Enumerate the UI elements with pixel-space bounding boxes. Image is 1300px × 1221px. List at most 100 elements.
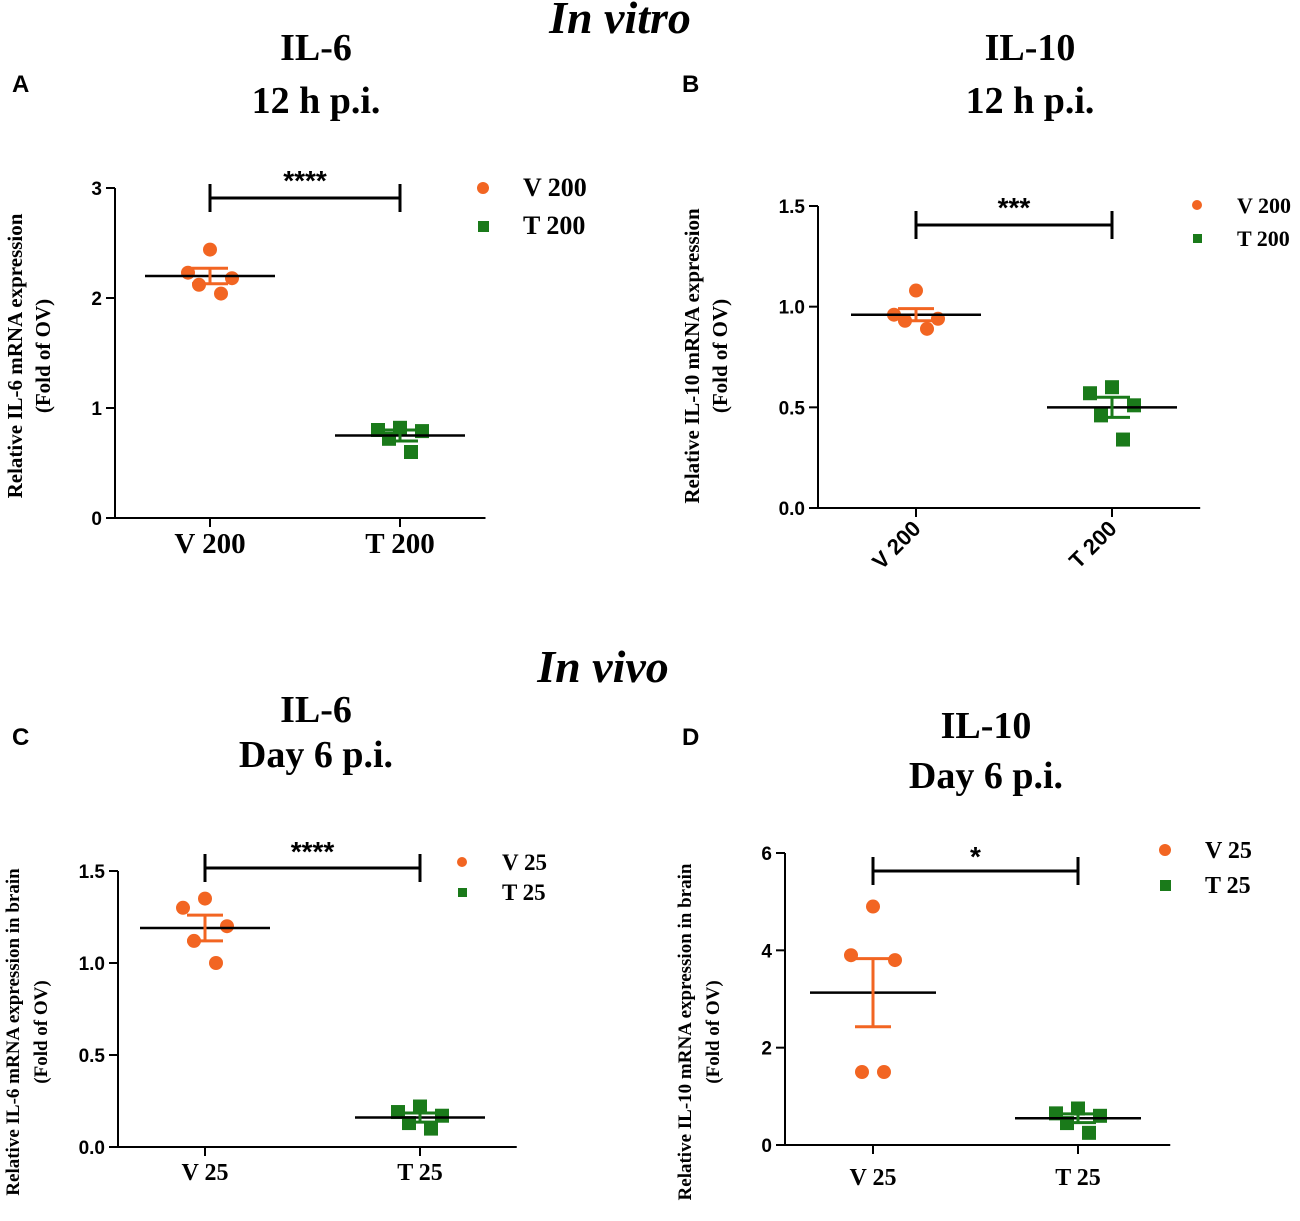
panel-title-line2: Day 6 p.i. — [909, 755, 1063, 797]
x-tick-label: T 25 — [1055, 1165, 1101, 1191]
panel-title-line1: IL-6 — [280, 689, 352, 731]
panel-d: D IL-10 Day 6 p.i. Relative IL-10 mRNA expr… — [675, 705, 1252, 1200]
panel-title-line1: IL-10 — [941, 705, 1032, 747]
x-tick-label: V 200 — [867, 516, 925, 574]
y-tick-label: 0.0 — [79, 1138, 105, 1159]
data-point — [888, 953, 902, 968]
legend-label: V 200 — [1237, 193, 1291, 218]
data-point — [198, 891, 212, 906]
y-tick-label: 2 — [91, 289, 102, 310]
panel-label: D — [682, 724, 699, 751]
panels: A IL-6 12 h p.i. Relative IL-6 mRNA express… — [3, 27, 1291, 1200]
data-point — [1105, 380, 1119, 395]
panel-label: A — [12, 71, 29, 98]
panel-label: B — [682, 71, 699, 98]
legend-marker — [477, 182, 489, 194]
legend-label: T 25 — [1205, 873, 1251, 899]
legend-marker — [457, 857, 467, 867]
y-axis-label-line2: (Fold of OV) — [703, 980, 724, 1083]
y-axis-label-line1: Relative IL-10 mRNA expression in brain — [675, 863, 696, 1200]
y-tick-label: 0 — [91, 509, 102, 530]
panel-title-line2: 12 h p.i. — [966, 80, 1095, 122]
data-point — [391, 1105, 405, 1120]
legend-label: V 200 — [523, 173, 587, 202]
data-point — [1094, 408, 1108, 423]
y-tick-label: 3 — [91, 179, 102, 200]
y-tick-label: 6 — [761, 844, 772, 865]
x-tick-label: T 25 — [397, 1160, 443, 1186]
data-point — [413, 1099, 427, 1114]
legend-marker — [1193, 234, 1202, 243]
section-title-in-vivo: In vivo — [536, 641, 669, 692]
data-point — [220, 919, 234, 934]
data-point — [920, 321, 934, 336]
data-point — [855, 1065, 869, 1079]
y-tick-label: 0.5 — [779, 398, 806, 419]
panel-title-line2: 12 h p.i. — [252, 80, 381, 122]
data-point — [382, 431, 396, 446]
x-tick-label: V 200 — [174, 528, 245, 560]
data-point — [909, 283, 923, 298]
data-point — [1049, 1106, 1063, 1121]
panel-b: B IL-10 12 h p.i. Relative IL-10 mRNA expre… — [680, 27, 1291, 574]
panel-label: C — [12, 724, 29, 751]
x-tick-label: T 200 — [1064, 516, 1121, 573]
data-point — [866, 899, 880, 914]
legend-label: V 25 — [502, 850, 547, 875]
y-tick-label: 1.5 — [779, 197, 806, 218]
legend-marker — [1160, 880, 1171, 891]
data-point — [1127, 398, 1141, 413]
data-point — [371, 423, 385, 437]
y-axis-label-line2: (Fold of OV) — [31, 299, 55, 413]
y-axis-label-line2: (Fold of OV) — [31, 980, 52, 1083]
y-tick-label: 0.0 — [779, 499, 805, 520]
y-tick-label: 1.0 — [779, 298, 805, 319]
data-point — [1082, 1125, 1096, 1140]
data-point — [404, 445, 418, 459]
y-axis-label-line1: Relative IL-10 mRNA expression — [680, 208, 704, 504]
panel-title-line1: IL-10 — [985, 27, 1076, 69]
data-point — [203, 242, 217, 257]
x-tick-label: T 200 — [365, 528, 435, 560]
data-point — [209, 956, 223, 970]
legend-marker — [1192, 200, 1202, 210]
data-point — [877, 1065, 891, 1079]
significance-stars: **** — [283, 165, 327, 196]
panel-title-line2: Day 6 p.i. — [239, 734, 393, 776]
panel-a: A IL-6 12 h p.i. Relative IL-6 mRNA express… — [3, 27, 587, 560]
y-axis-label-line1: Relative IL-6 mRNA expression in brain — [3, 868, 24, 1196]
y-tick-label: 1.5 — [79, 862, 106, 883]
data-point — [1093, 1108, 1107, 1123]
y-tick-label: 0 — [761, 1136, 772, 1157]
y-tick-label: 0.5 — [79, 1046, 106, 1067]
section-title-in-vitro: In vitro — [548, 0, 691, 43]
data-point — [1071, 1101, 1085, 1116]
legend-marker — [1159, 844, 1171, 856]
significance-stars: *** — [998, 192, 1031, 223]
legend-label: T 25 — [502, 880, 546, 905]
legend-marker — [458, 888, 467, 897]
data-point — [214, 286, 228, 301]
significance-stars: * — [970, 841, 981, 872]
data-point — [225, 271, 239, 286]
data-point — [844, 948, 858, 963]
legend-marker — [478, 221, 489, 232]
data-point — [424, 1121, 438, 1136]
y-tick-label: 1.0 — [79, 954, 105, 975]
x-tick-label: V 25 — [850, 1165, 897, 1191]
data-point — [1083, 386, 1097, 401]
legend-label: T 200 — [523, 211, 585, 240]
data-point — [1116, 432, 1130, 447]
significance-stars: **** — [291, 836, 335, 867]
data-point — [435, 1108, 449, 1123]
panel-title-line1: IL-6 — [280, 27, 352, 69]
y-axis-label-line2: (Fold of OV) — [708, 299, 732, 413]
legend-label: T 200 — [1237, 226, 1290, 251]
y-axis-label-line1: Relative IL-6 mRNA expression — [3, 213, 27, 498]
data-point — [176, 900, 190, 915]
y-tick-label: 4 — [761, 941, 772, 962]
x-tick-label: V 25 — [182, 1160, 229, 1186]
y-tick-label: 1 — [91, 399, 102, 420]
